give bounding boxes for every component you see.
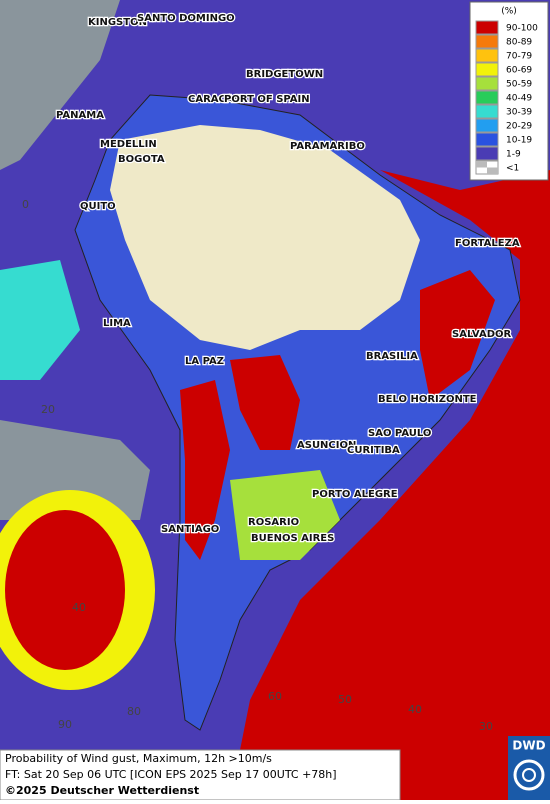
city-label: SANTIAGO: [161, 524, 219, 535]
graticule-label: 40: [72, 601, 86, 614]
legend-label: 20-29: [506, 122, 532, 132]
graticule-label: 80: [127, 705, 141, 718]
city-label: MEDELLIN: [100, 139, 157, 150]
footer-box: [0, 749, 401, 801]
legend-label: 60-69: [506, 66, 532, 76]
city-label: LIMA: [103, 318, 131, 329]
graticule-label: 0: [22, 198, 29, 211]
legend-label: 50-59: [506, 80, 532, 90]
high-probability-land: [180, 380, 230, 560]
high-probability-land: [420, 270, 495, 400]
high-probability-ocean: [230, 170, 550, 800]
forecast-time: FT: Sat 20 Sep 06 UTC [ICON EPS 2025 Sep…: [5, 768, 337, 781]
legend-label: <1: [506, 164, 519, 174]
legend: (%) 90-100 80-89 70-79 60-69 50-59 40-49 30-39…: [469, 1, 549, 181]
legend-label: 80-89: [506, 38, 532, 48]
legend-swatch: [475, 34, 499, 49]
city-label: BELO HORIZONTE: [378, 394, 477, 405]
legend-swatch: [476, 161, 487, 168]
graticule-label: 20: [41, 403, 55, 416]
logo-icon: [513, 759, 545, 791]
logo-text: DWD: [512, 739, 545, 753]
legend-swatch: [475, 76, 499, 91]
legend-label: 90-100: [506, 24, 538, 34]
legend-label: 40-49: [506, 94, 532, 104]
city-label: BOGOTA: [118, 154, 165, 165]
city-label: PORTO ALEGRE: [312, 489, 398, 500]
graticule-label: 50: [338, 693, 352, 706]
graticule-label: 40: [408, 703, 422, 716]
city-label: SAO PAULO: [368, 428, 431, 439]
legend-label: 10-19: [506, 136, 532, 146]
low-probability-land: [110, 125, 420, 350]
logo-icon: [522, 768, 536, 782]
moderate-probability: [230, 470, 340, 560]
city-label: BRASILIA: [366, 351, 418, 362]
city-label: CURITIBA: [347, 445, 400, 456]
city-label: ROSARIO: [248, 517, 299, 528]
legend-swatch: [475, 90, 499, 105]
high-probability: [5, 510, 125, 670]
legend-swatch: [475, 62, 499, 77]
product-description: Probability of Wind gust, Maximum, 12h >…: [5, 752, 272, 765]
city-label: PANAMA: [56, 110, 104, 121]
city-label: ASUNCION: [297, 440, 356, 451]
legend-label: 1-9: [506, 150, 521, 160]
graticule-label: 30: [479, 720, 493, 733]
city-label: CARACAS: [188, 94, 241, 105]
no-data-region: [0, 0, 120, 170]
legend-swatch: [475, 48, 499, 63]
high-probability-land: [230, 355, 300, 450]
city-label: BRIDGETOWN: [246, 69, 323, 80]
city-label: BUENOS AIRES: [251, 533, 334, 544]
city-label: SANTO DOMINGO: [137, 13, 235, 24]
city-label: QUITO: [80, 201, 116, 212]
legend-swatch: [487, 167, 498, 174]
city-label: SALVADOR: [452, 329, 512, 340]
city-label: KINGSTON: [88, 17, 147, 28]
city-label: PORT OF SPAIN: [224, 94, 310, 105]
legend-label: 70-79: [506, 52, 532, 62]
graticule-label: 90: [58, 718, 72, 731]
legend-swatch: [475, 104, 499, 119]
legend-swatch: [475, 118, 499, 133]
legend-swatch: [475, 132, 499, 147]
no-data-region: [0, 420, 150, 520]
city-label: FORTALEZA: [455, 238, 520, 249]
graticule-label: 60: [268, 690, 282, 703]
legend-label: 30-39: [506, 108, 532, 118]
city-label: LA PAZ: [185, 356, 224, 367]
legend-swatch: [475, 146, 499, 161]
legend-swatch: [475, 20, 499, 35]
moderate-probability: [0, 260, 80, 380]
copyright: ©2025 Deutscher Wetterdienst: [5, 784, 199, 797]
legend-title: (%): [501, 7, 517, 17]
city-label: PARAMARIBO: [290, 141, 365, 152]
